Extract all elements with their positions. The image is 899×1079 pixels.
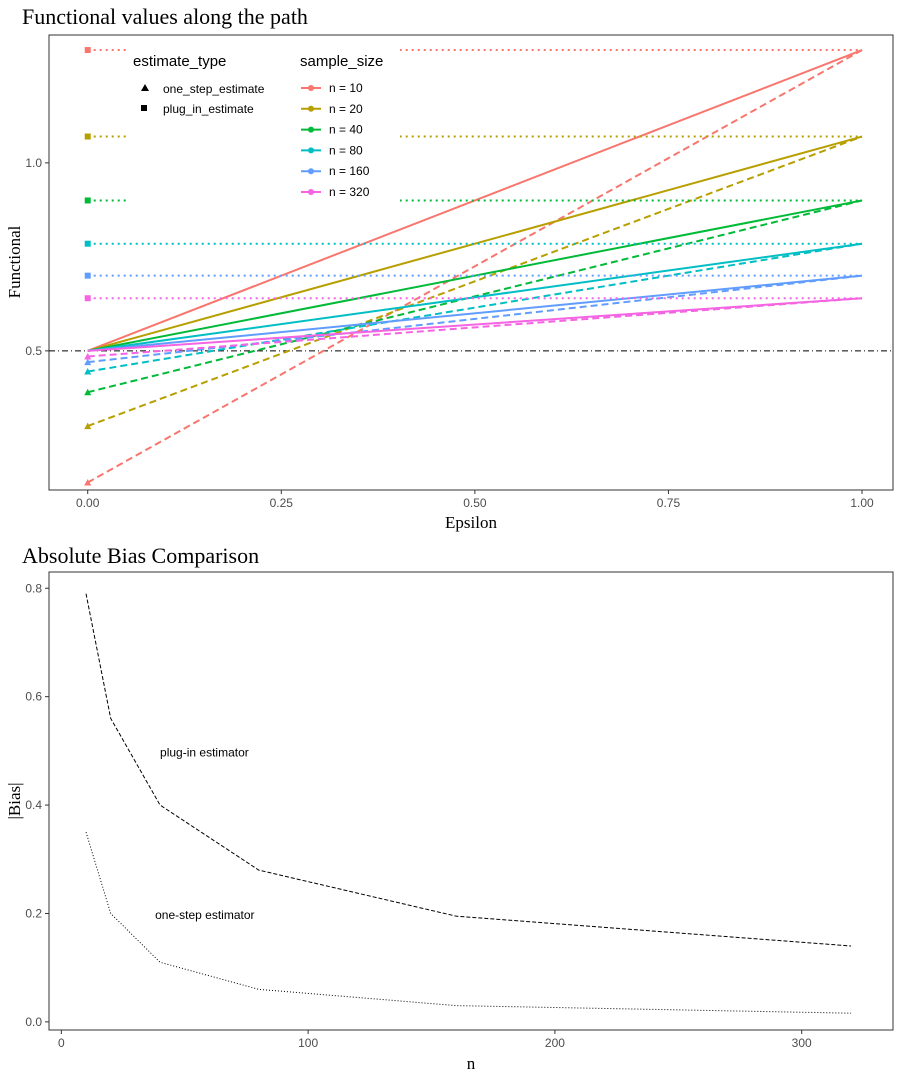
top-y-tick-label: 1.0 bbox=[25, 156, 42, 170]
legend-title-sample-size: sample_size bbox=[300, 53, 383, 70]
one-step-line-3 bbox=[87, 242, 863, 373]
legend-sample-size-label: n = 20 bbox=[329, 102, 363, 116]
plug-in-marker-0 bbox=[84, 47, 91, 54]
bottom-y-tick-label: 0.0 bbox=[25, 1015, 42, 1029]
plug-in-marker-2 bbox=[84, 197, 91, 204]
bottom-y-tick-label: 0.8 bbox=[25, 581, 42, 595]
bottom-plot-layer: 0 100 200 300 0.0 0.2 0.4 0.6 0.8 plug-in estimat… bbox=[25, 581, 852, 1050]
bottom-x-tick-label: 300 bbox=[792, 1036, 812, 1050]
path-functional-line-2 bbox=[87, 199, 863, 352]
top-x-tick-label: 0.50 bbox=[463, 496, 487, 510]
top-x-tick-label: 0.75 bbox=[657, 496, 681, 510]
plug-in-marker-4 bbox=[84, 272, 91, 279]
bottom-y-tick-label: 0.6 bbox=[25, 690, 42, 704]
bottom-chart-title: Absolute Bias Comparison bbox=[22, 543, 259, 568]
one-step-marker-5 bbox=[84, 353, 92, 360]
top-y-tick-label: 0.5 bbox=[25, 344, 42, 358]
path-functional-line-3 bbox=[87, 242, 863, 352]
one-step-marker-2 bbox=[84, 388, 92, 396]
one-step-line-4 bbox=[87, 274, 863, 364]
legend-swatch-dot-0 bbox=[308, 85, 314, 91]
annotation-label-0: plug-in estimator bbox=[160, 745, 249, 759]
path-functional-line-0 bbox=[87, 49, 863, 352]
top-chart-title: Functional values along the path bbox=[22, 4, 308, 29]
top-plot-layer: 0.00 0.25 0.50 0.75 1.00 0.5 1.0 bbox=[25, 47, 893, 510]
legend-sample-size-label: n = 10 bbox=[329, 81, 363, 95]
one-step-marker-3 bbox=[84, 368, 92, 375]
path-functional-line-4 bbox=[87, 274, 863, 352]
one-step-marker-1 bbox=[84, 422, 92, 430]
bottom-y-tick-label: 0.2 bbox=[25, 906, 42, 920]
bottom-x-tick-label: 200 bbox=[545, 1036, 565, 1050]
bottom-plot-frame bbox=[48, 571, 894, 1031]
legend-sample-size-label: n = 80 bbox=[329, 143, 363, 157]
top-x-tick-label: 0.00 bbox=[76, 496, 100, 510]
legend-sample-size-label: n = 40 bbox=[329, 123, 363, 137]
path-functional-line-5 bbox=[87, 297, 863, 352]
legend-sample-size-label: n = 320 bbox=[329, 185, 370, 199]
top-x-tick-label: 1.00 bbox=[850, 496, 874, 510]
one-step-marker-0 bbox=[84, 478, 92, 486]
one-step-marker-4 bbox=[84, 358, 92, 366]
plug-in-marker-5 bbox=[84, 295, 91, 302]
legend-swatch-dot-3 bbox=[308, 147, 314, 154]
one-step-line-5 bbox=[87, 297, 863, 358]
plug-in-marker-1 bbox=[84, 133, 91, 140]
legend-sample-size-entries: n = 10 n = 20 n = 40 n = 80 n = 160 n = 320 bbox=[301, 81, 370, 199]
legend-swatch-dot-1 bbox=[308, 105, 314, 112]
legend-swatch-dot-5 bbox=[308, 189, 314, 195]
one-step-line-1 bbox=[87, 135, 863, 428]
legend-plug-in-label: plug_in_estimate bbox=[163, 102, 254, 116]
one-step-line-0 bbox=[87, 49, 863, 484]
bottom-x-axis-title: n bbox=[467, 1054, 476, 1073]
bottom-y-axis-title: |Bias| bbox=[5, 782, 24, 819]
annotation-label-1: one-step estimator bbox=[155, 908, 254, 922]
legend-sample-size-label: n = 160 bbox=[329, 164, 370, 178]
top-x-axis-title: Epsilon bbox=[445, 513, 497, 532]
bottom-x-tick-label: 100 bbox=[298, 1036, 318, 1050]
bias-line-0 bbox=[85, 593, 852, 947]
legend: estimate_type one_step_estimate plug_in_… bbox=[128, 44, 400, 204]
triangle-icon bbox=[141, 84, 149, 91]
bottom-x-tick-label: 0 bbox=[58, 1036, 65, 1050]
square-icon bbox=[141, 105, 147, 111]
legend-background bbox=[128, 44, 400, 204]
top-y-axis-title: Functional bbox=[5, 225, 24, 298]
plug-in-marker-3 bbox=[84, 240, 91, 247]
bias-line-1 bbox=[85, 832, 852, 1014]
legend-swatch-dot-2 bbox=[308, 126, 314, 133]
legend-swatch-dot-4 bbox=[308, 168, 314, 175]
top-plot-frame bbox=[48, 34, 894, 491]
path-functional-line-1 bbox=[87, 135, 863, 352]
legend-title-estimate-type: estimate_type bbox=[133, 53, 226, 70]
bottom-y-tick-label: 0.4 bbox=[25, 798, 42, 812]
legend-one-step-label: one_step_estimate bbox=[163, 82, 265, 96]
top-x-tick-label: 0.25 bbox=[270, 496, 294, 510]
